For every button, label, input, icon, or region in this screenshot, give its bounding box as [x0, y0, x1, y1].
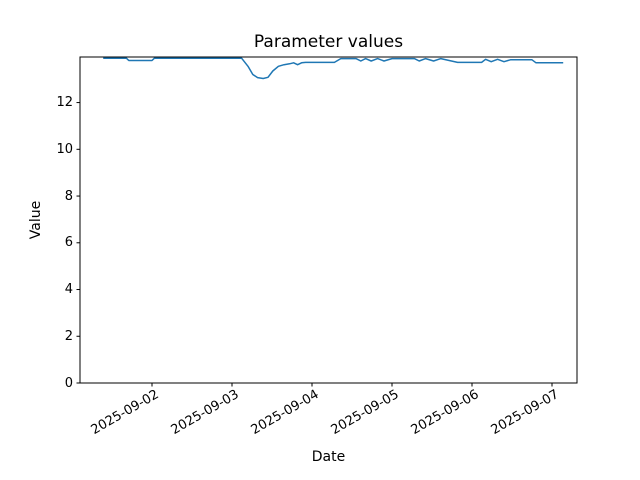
y-tick-label: 4 — [64, 282, 73, 298]
x-axis-label: Date — [311, 449, 346, 465]
axes-spines — [79, 56, 578, 384]
y-tick-label: 12 — [56, 95, 73, 111]
chart-title: Parameter values — [253, 32, 404, 52]
y-tick-label: 8 — [64, 188, 73, 204]
data-line-parameter-values — [103, 57, 564, 80]
y-tick-label: 6 — [64, 235, 73, 251]
y-tick-label: 2 — [64, 328, 73, 344]
y-tick-label: 10 — [56, 141, 73, 157]
y-tick-label: 0 — [64, 375, 73, 391]
y-axis-label: Value — [28, 200, 44, 240]
